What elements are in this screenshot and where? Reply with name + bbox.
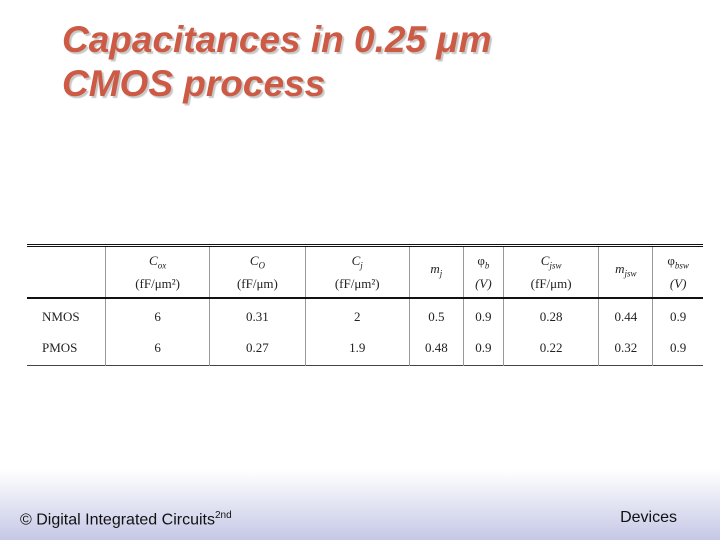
- table-row: PMOS 6 0.27 1.9 0.48 0.9 0.22 0.32 0.9: [27, 331, 703, 366]
- header-symbol: mj: [430, 261, 443, 280]
- cell-value: 1.9: [304, 331, 410, 366]
- header-symbol: φbsw: [667, 252, 689, 271]
- capacitance-table: Cox (fF/μm²) CO (fF/μm) Cj (fF/μm²) mj φb (V) Cjs…: [27, 244, 703, 366]
- table-header: Cox (fF/μm²) CO (fF/μm) Cj (fF/μm²) mj φb (V) Cjs…: [27, 245, 703, 298]
- header-cell: mjsw: [598, 245, 653, 298]
- footer-superscript: 2nd: [214, 510, 232, 521]
- symbol: C: [249, 252, 259, 268]
- subscript: j: [360, 260, 363, 271]
- footer-left: © Digital Integrated Circuits2nd: [20, 510, 232, 529]
- row-label: NMOS: [42, 309, 80, 324]
- symbol: φ: [477, 252, 485, 268]
- header-cell: mj: [408, 245, 464, 298]
- slide-title: Capacitances in 0.25 μm CMOS process: [62, 18, 492, 106]
- footer-band: [0, 470, 720, 540]
- symbol: C: [540, 252, 550, 268]
- cell-value: 6: [104, 331, 210, 366]
- header-cell: Cjsw (fF/μm): [502, 245, 599, 298]
- symbol: m: [430, 261, 440, 277]
- cell-value: 0.44: [598, 297, 653, 332]
- table-body: NMOS 6 0.31 2 0.5 0.9 0.28 0.44 0.9 PMOS 6 0.27 1.9 0…: [27, 297, 703, 366]
- header-symbol: φb: [477, 252, 490, 271]
- header-symbol: CO: [249, 252, 266, 271]
- cell-value: 0.28: [502, 297, 599, 332]
- cell-value: 0.9: [462, 297, 504, 332]
- header-unit: (V): [669, 275, 687, 291]
- cell-value: 0.22: [502, 331, 599, 366]
- header-cell: φb (V): [462, 245, 504, 298]
- subscript: O: [258, 260, 266, 271]
- row-label: PMOS: [42, 340, 78, 356]
- symbol: C: [149, 252, 158, 268]
- title-line: Capacitances in 0.25 μm: [62, 19, 492, 60]
- title-line: CMOS process: [62, 63, 326, 104]
- cell-value: 0.9: [652, 331, 703, 366]
- header-unit: (fF/μm²): [334, 275, 380, 291]
- subscript: jsw: [624, 269, 637, 280]
- header-symbol: mjsw: [615, 261, 637, 280]
- header-cell: φbsw (V): [652, 245, 703, 298]
- header-unit: (fF/μm²): [135, 275, 181, 291]
- cell-value: 6: [104, 297, 210, 332]
- cell-value: 0.9: [652, 297, 703, 332]
- cell-value: 0.31: [209, 297, 306, 332]
- cell-value: 0.5: [408, 297, 464, 332]
- cell-value: 0.9: [462, 331, 504, 366]
- header-cell: Cj (fF/μm²): [304, 245, 410, 298]
- cell-value: 0.27: [209, 331, 306, 366]
- header-row: Cox (fF/μm²) CO (fF/μm) Cj (fF/μm²) mj φb (V) Cjs…: [27, 245, 703, 298]
- header-symbol: Cox: [149, 252, 167, 271]
- header-unit: (V): [475, 275, 492, 291]
- subscript: bsw: [674, 260, 689, 271]
- cell-value: 0.48: [408, 331, 464, 366]
- header-unit: (fF/μm): [530, 275, 572, 291]
- footer-text: © Digital Integrated Circuits: [20, 511, 215, 529]
- symbol: C: [351, 252, 361, 268]
- subscript: b: [484, 260, 490, 271]
- footer-right: Devices: [620, 509, 677, 526]
- header-unit: (fF/μm): [236, 275, 278, 291]
- cell-value: 0.32: [598, 331, 653, 366]
- header-cell: [27, 246, 106, 298]
- subscript: j: [439, 269, 443, 280]
- subscript: ox: [157, 260, 167, 271]
- symbol: φ: [667, 252, 675, 268]
- subscript: jsw: [549, 260, 562, 271]
- symbol: m: [615, 261, 625, 277]
- header-cell: CO (fF/μm): [209, 245, 306, 298]
- header-symbol: Cjsw: [540, 252, 562, 271]
- header-cell: Cox (fF/μm²): [104, 245, 210, 298]
- cell-value: 2: [304, 297, 410, 332]
- header-symbol: Cj: [351, 252, 363, 271]
- table-row: NMOS 6 0.31 2 0.5 0.9 0.28 0.44 0.9: [27, 297, 703, 332]
